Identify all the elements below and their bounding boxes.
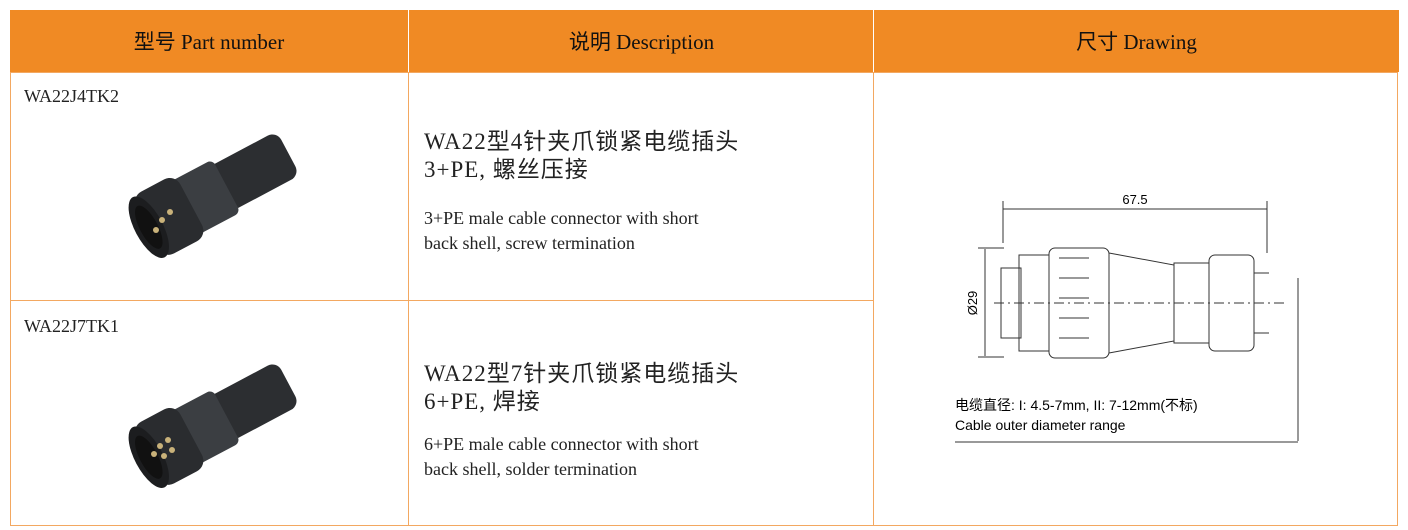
dimension-label: 67.5 <box>1122 192 1147 207</box>
header-cell: 说明 Description <box>408 10 874 72</box>
header-cell: 尺寸 Drawing <box>873 10 1399 72</box>
title-cn: WA22型7针夹爪锁紧电缆插头 <box>424 361 740 386</box>
part-number: WA22J4TK2 <box>24 86 119 106</box>
dimension-label: Ø29 <box>965 291 980 316</box>
cell <box>873 72 1398 526</box>
title-cn: WA22型4针夹爪锁紧电缆插头 <box>424 129 740 154</box>
description: back shell, solder termination <box>424 459 637 479</box>
connector-image <box>128 364 297 488</box>
part-number: WA22J7TK1 <box>24 316 119 336</box>
description: 6+PE male cable connector with short <box>424 434 699 454</box>
title-cn: 3+PE, 螺丝压接 <box>424 157 589 182</box>
description: back shell, screw termination <box>424 233 635 253</box>
header-cell: 型号 Part number <box>10 10 408 72</box>
note: 电缆直径: I: 4.5-7mm, II: 7-12mm(不标) <box>955 397 1198 413</box>
drawing: 67.5 Ø29 电缆直径: I: 4.5-7mm, II: 7-12mm(不标… <box>955 192 1299 443</box>
note: Cable outer diameter range <box>955 417 1126 433</box>
cell <box>408 72 874 301</box>
title-cn: 6+PE, 焊接 <box>424 389 541 414</box>
description: 3+PE male cable connector with short <box>424 208 699 228</box>
connector-image <box>128 134 297 258</box>
header: 说明 Description <box>568 30 715 54</box>
header: 型号 Part number <box>133 30 285 54</box>
header: 尺寸 Drawing <box>1076 30 1197 54</box>
